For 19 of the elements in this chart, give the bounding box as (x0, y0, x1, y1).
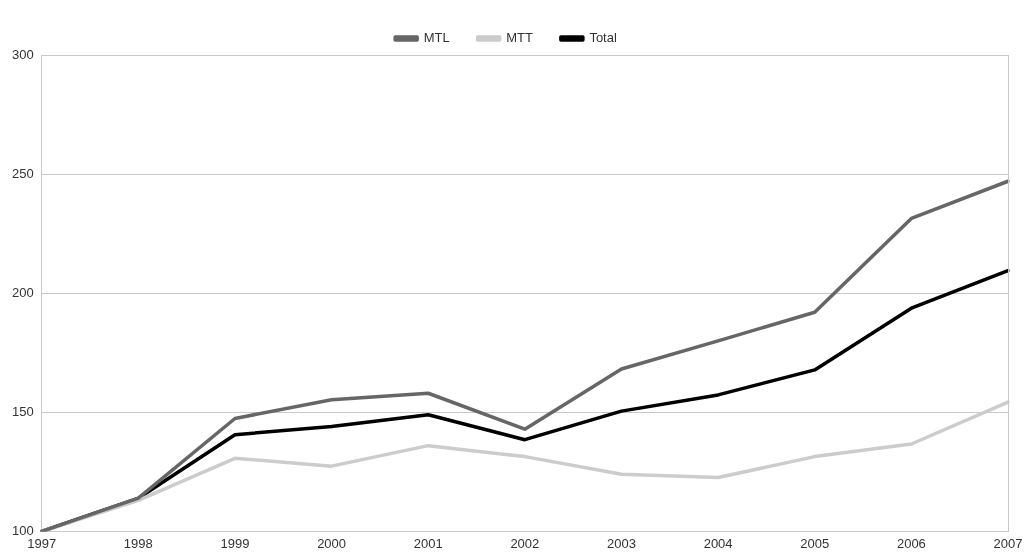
y-tick-label: 100 (11, 522, 34, 538)
x-tick-label: 2007 (993, 535, 1023, 551)
x-tick-label: 1999 (220, 535, 250, 551)
x-tick-label: 2002 (510, 535, 540, 551)
x-tick-label: 2003 (607, 535, 636, 551)
x-tick-label: 2005 (800, 535, 830, 551)
y-tick-label: 150 (11, 403, 34, 419)
x-tick-label: 2006 (896, 535, 926, 551)
x-tick-label: 1997 (27, 535, 57, 551)
x-tick-label: 2004 (703, 535, 733, 551)
x-tick-label: 2000 (317, 535, 347, 551)
y-tick-label: 200 (11, 284, 34, 300)
y-tick-label: 300 (11, 46, 34, 62)
y-tick-label: 250 (11, 165, 34, 181)
legend-label: MTL (423, 30, 450, 46)
x-tick-label: 2001 (413, 535, 443, 551)
x-tick-label: 1998 (123, 535, 153, 551)
legend-label: Total (589, 30, 617, 46)
legend-label: MTT (506, 30, 533, 46)
